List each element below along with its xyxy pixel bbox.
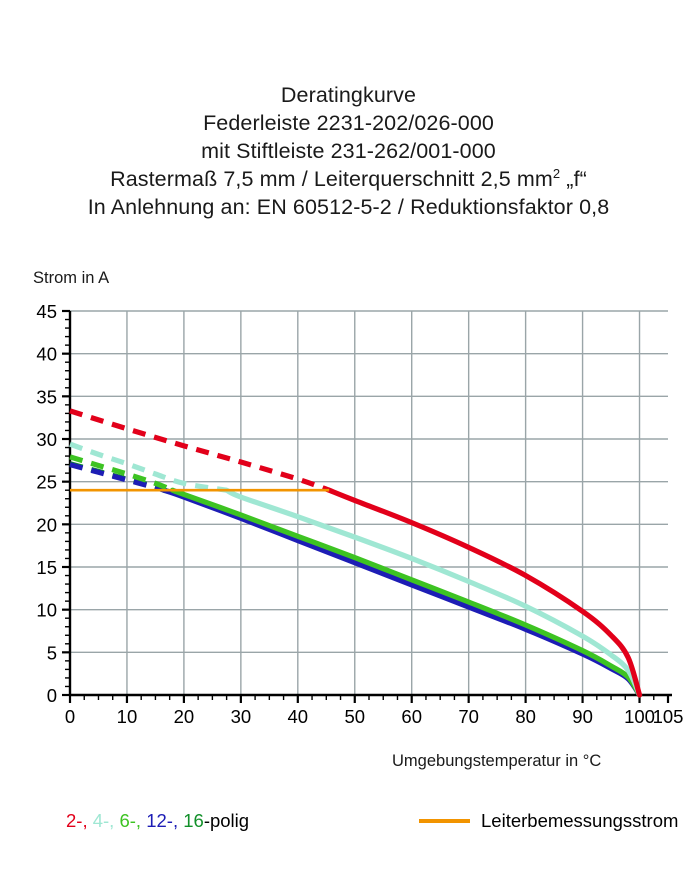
legend-rated-current: Leiterbemessungsstrom — [419, 810, 678, 832]
legend-series-part-1: 4-, — [92, 810, 120, 831]
y-tick-label: 35 — [36, 386, 57, 407]
curve-dashed-6-polig — [69, 454, 174, 493]
derating-chart: 0 5 10 15 20 25 30 35 40 45 0 10 20 30 40 50 60 70 80 90 100… — [36, 301, 684, 727]
x-axis-title: Umgebungstemperatur in °C — [392, 752, 602, 770]
x-tick-label: 90 — [572, 706, 593, 727]
y-tick-label: 30 — [36, 429, 57, 450]
curve-dashed-4-polig — [69, 441, 228, 493]
y-tick-label: 20 — [36, 514, 57, 535]
legend-series-part-5: -polig — [203, 810, 250, 831]
x-tick-label: 100 — [624, 706, 655, 727]
x-tick-label: 80 — [515, 706, 536, 727]
y-tick-label: 40 — [36, 344, 57, 365]
x-tick-label: 0 — [65, 706, 75, 727]
title-line-5: In Anlehnung an: EN 60512-5-2 / Reduktio… — [87, 194, 610, 219]
rated-current-swatch — [419, 819, 470, 823]
x-tick-label: 40 — [288, 706, 309, 727]
x-tick-label: 10 — [117, 706, 138, 727]
y-tick-label: 25 — [36, 472, 57, 493]
y-axis-title: Strom in A — [33, 269, 110, 287]
y-tick-label: 15 — [36, 557, 57, 578]
curve-solid-2-polig — [326, 487, 643, 698]
legend-series-part-0: 2-, — [66, 810, 93, 831]
x-tick-label: 20 — [174, 706, 195, 727]
title-line-1: Deratingkurve — [280, 83, 417, 107]
chart-title-block: Deratingkurve Federleiste 2231-202/026-0… — [0, 82, 697, 222]
title-line-4-suffix: „f“ — [560, 166, 587, 191]
x-tick-label: 105 — [653, 706, 684, 727]
x-tick-label: 30 — [231, 706, 252, 727]
legend-series-labels: 2-, 4-, 6-, 12-, 16-polig — [66, 810, 249, 832]
x-tick-label: 50 — [344, 706, 365, 727]
curve-solid-4-polig — [224, 487, 643, 698]
title-line-4-prefix: Rastermaß 7,5 mm / Leiterquerschnitt 2,5… — [110, 166, 553, 191]
y-tick-label: 10 — [36, 600, 57, 621]
legend-series-part-4: 16 — [183, 810, 204, 831]
curve-dashed-12-polig — [69, 462, 165, 493]
x-tick-label: 60 — [401, 706, 422, 727]
chart-legend: 2-, 4-, 6-, 12-, 16-polig Leiterbemessun… — [0, 810, 697, 846]
title-line-2: Federleiste 2231-202/026-000 — [203, 110, 494, 135]
legend-series-part-3: 12-, — [146, 810, 184, 831]
curve-dashed-2-polig — [69, 408, 331, 493]
x-tick-label: 70 — [458, 706, 479, 727]
title-line-3: mit Stiftleiste 231-262/001-000 — [201, 138, 496, 163]
legend-series-part-2: 6-, — [119, 810, 147, 831]
rated-current-label: Leiterbemessungsstrom — [481, 810, 679, 831]
title-line-4: Rastermaß 7,5 mm / Leiterquerschnitt 2,5… — [0, 166, 697, 194]
plot-area: 0 5 10 15 20 25 30 35 40 45 0 10 20 30 40 50 60 70 80 90 100… — [36, 301, 684, 727]
y-tick-label: 0 — [47, 685, 57, 706]
y-tick-label: 45 — [36, 301, 57, 322]
y-tick-label: 5 — [47, 642, 57, 663]
curve-solid-6-polig — [169, 487, 643, 698]
title-line-4-superscript: 2 — [552, 165, 561, 181]
